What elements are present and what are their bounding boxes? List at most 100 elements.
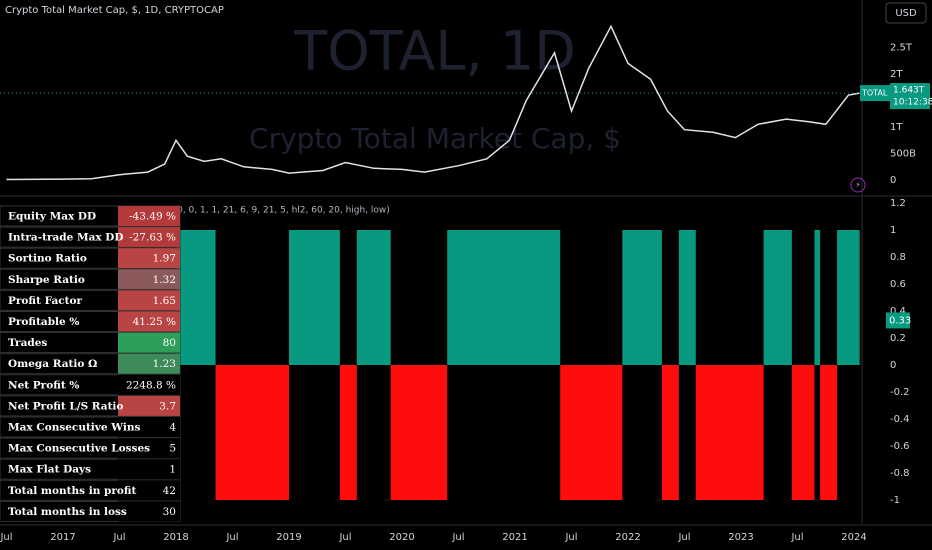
table-value-cell	[118, 248, 180, 269]
time-tick-label: 2022	[615, 532, 640, 543]
table-value: 1.32	[153, 274, 176, 286]
price-tag-name-bg	[860, 85, 890, 102]
currency-label[interactable]: USD	[895, 8, 917, 19]
signal-bar	[837, 230, 860, 365]
table-label: Total months in profit	[8, 485, 136, 497]
signal-bar	[820, 365, 838, 500]
table-label: Max Consecutive Losses	[8, 443, 150, 455]
osc-tick-label: 0.6	[890, 279, 906, 290]
table-value: 1.23	[153, 358, 176, 370]
time-tick-label: Jul	[790, 532, 803, 543]
table-label: Max Flat Days	[8, 464, 91, 476]
osc-tick-label: 1.2	[890, 198, 906, 209]
table-value-cell	[118, 374, 180, 395]
signal-bar	[339, 365, 357, 500]
time-tick-label: Jul	[112, 532, 125, 543]
table-value-cell	[118, 501, 180, 522]
signal-bar	[622, 230, 662, 365]
indicator-title[interactable]: Quick & Dirty (None, Middle Left, Full, …	[5, 206, 390, 216]
symbol-title[interactable]: Crypto Total Market Cap, $, 1D, CRYPTOCA…	[5, 5, 224, 16]
table-value-cell	[118, 227, 180, 248]
table-value-cell	[118, 353, 180, 374]
price-tag-bg	[890, 83, 930, 110]
price-tag-value: 1.643T	[893, 86, 925, 96]
table-value-cell	[118, 269, 180, 290]
price-tick-label: 2T	[890, 69, 903, 80]
time-tick-label: Jul	[677, 532, 690, 543]
table-value-cell	[118, 459, 180, 480]
time-tick-label: 2018	[163, 532, 188, 543]
osc-tick-label: -1	[890, 495, 900, 506]
osc-tick-label: 0.4	[890, 306, 906, 317]
signal-bar	[215, 365, 289, 500]
time-tick-label: 2023	[728, 532, 753, 543]
osc-tick-label: -0.8	[890, 468, 910, 479]
price-tick-label: 2.5T	[890, 43, 913, 54]
osc-tick-label: 0.8	[890, 252, 906, 263]
table-label: Profitable %	[8, 316, 79, 328]
table-value-cell	[118, 395, 180, 416]
price-line	[6, 24, 860, 181]
table-label: Trades	[8, 337, 47, 349]
table-label: Profit Factor	[8, 295, 83, 307]
table-label: Net Profit %	[8, 379, 79, 391]
price-tag-name: TOTAL	[861, 89, 888, 98]
table-value-cell	[118, 438, 180, 459]
signal-bar	[661, 365, 679, 500]
signal-bar	[695, 365, 764, 500]
table-label: Sortino Ratio	[8, 253, 87, 265]
time-tick-label: 2021	[502, 532, 527, 543]
table-value: 30	[163, 506, 176, 518]
signal-bar	[814, 230, 821, 365]
table-value: -27.63 %	[129, 232, 176, 244]
time-tick-label: 2020	[389, 532, 414, 543]
table-label: Total months in loss	[8, 506, 127, 518]
time-tick-label: Jul	[451, 532, 464, 543]
table-value: 80	[163, 337, 176, 349]
currency-button[interactable]	[885, 2, 927, 24]
signal-bar	[791, 365, 815, 500]
table-value-cell	[118, 206, 180, 226]
table-value: 1.65	[153, 295, 176, 307]
table-label: Equity Max DD	[8, 211, 96, 223]
table-value-cell	[118, 417, 180, 437]
table-value-cell	[118, 290, 180, 311]
price-tick-label: 1T	[890, 122, 903, 133]
signal-bar	[289, 230, 340, 365]
price-tick-label: 0	[890, 175, 896, 186]
table-value-cell	[118, 311, 180, 332]
table-value-cell	[118, 332, 180, 353]
signal-bar	[560, 365, 623, 500]
table-label: Net Profit L/S Ratio	[8, 400, 123, 412]
osc-tick-label: -0.2	[890, 387, 910, 398]
time-tick-label: 2017	[50, 532, 75, 543]
price-tag-countdown: 10:12:38	[893, 98, 932, 108]
signal-bar	[356, 230, 391, 365]
table-value: 2248.8 %	[126, 379, 176, 391]
osc-current-label: 0.33	[889, 315, 911, 326]
osc-tick-label: -0.4	[890, 414, 910, 425]
time-tick-label: Jul	[225, 532, 238, 543]
signal-bar	[763, 230, 792, 365]
signal-bar	[176, 230, 216, 365]
signal-bar	[390, 365, 448, 500]
table-value: 1.97	[153, 253, 176, 265]
table-value: 1	[169, 464, 176, 476]
table-value: 41.25 %	[133, 316, 176, 328]
table-label: Omega Ratio Ω	[8, 358, 97, 370]
table-value-cell	[118, 480, 180, 501]
table-label: Intra-trade Max DD	[8, 232, 124, 244]
time-tick-label: Jul	[564, 532, 577, 543]
table-value: 4	[169, 422, 176, 434]
time-tick-label: Jul	[338, 532, 351, 543]
watermark-title: TOTAL, 1D	[293, 20, 576, 83]
osc-tick-label: 1	[890, 225, 896, 236]
table-value: 3.7	[159, 400, 176, 412]
alert-icon[interactable]	[850, 177, 866, 193]
signal-bar	[678, 230, 696, 365]
table-label: Sharpe Ratio	[8, 274, 85, 286]
time-tick-label: Jul	[0, 532, 13, 543]
osc-tick-label: 0	[890, 360, 896, 371]
osc-tick-label: 0.2	[890, 333, 906, 344]
